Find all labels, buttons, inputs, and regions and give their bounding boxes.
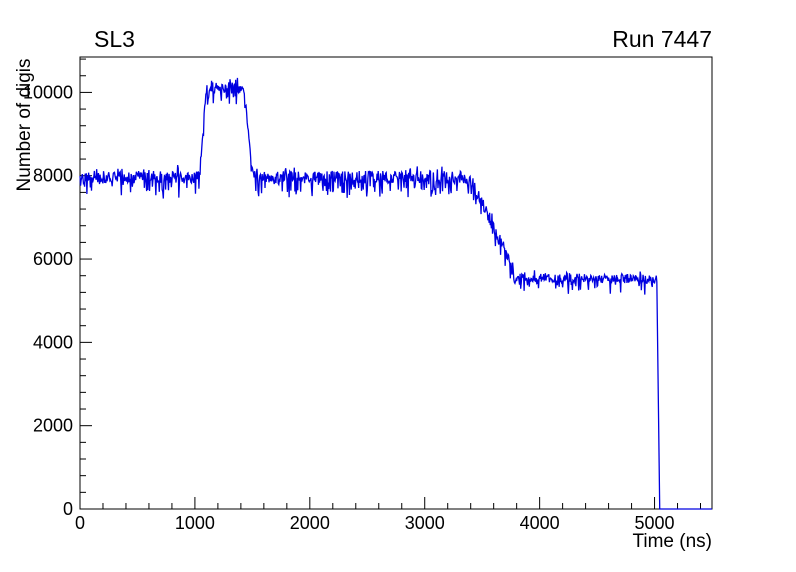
y-tick-label: 0 bbox=[63, 499, 73, 519]
y-tick-label: 6000 bbox=[33, 249, 73, 269]
x-tick-label: 0 bbox=[75, 513, 85, 533]
digi-histogram-line bbox=[79, 77, 712, 510]
y-axis-title: Number of digis bbox=[14, 58, 35, 192]
y-tick-label: 8000 bbox=[33, 166, 73, 186]
y-tick-label: 4000 bbox=[33, 332, 73, 352]
x-tick-label: 3000 bbox=[405, 513, 445, 533]
x-tick-label: 2000 bbox=[290, 513, 330, 533]
run-label: Run 7447 bbox=[612, 26, 712, 52]
x-tick-label: 5000 bbox=[635, 513, 675, 533]
x-tick-label: 1000 bbox=[175, 513, 215, 533]
x-tick-label: 4000 bbox=[520, 513, 560, 533]
histogram-title: SL3 bbox=[94, 26, 135, 52]
y-tick-label: 10000 bbox=[23, 82, 73, 102]
y-tick-label: 2000 bbox=[33, 416, 73, 436]
plot-frame bbox=[79, 56, 713, 510]
x-axis-title: Time (ns) bbox=[632, 531, 712, 552]
